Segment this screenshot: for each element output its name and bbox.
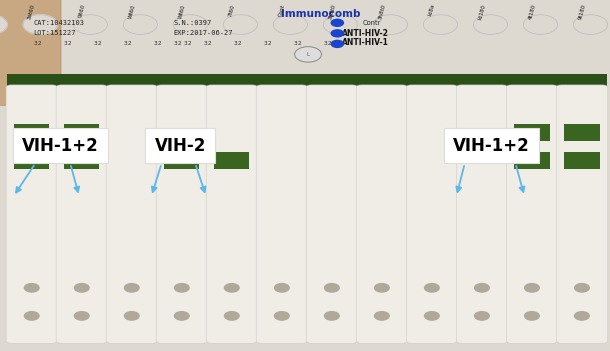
FancyBboxPatch shape <box>107 74 157 340</box>
Circle shape <box>331 40 343 47</box>
FancyBboxPatch shape <box>157 74 207 340</box>
Circle shape <box>575 284 589 292</box>
Circle shape <box>325 312 339 320</box>
FancyBboxPatch shape <box>307 74 357 340</box>
FancyBboxPatch shape <box>457 74 507 340</box>
Circle shape <box>124 312 139 320</box>
Circle shape <box>224 312 239 320</box>
Text: 4t180: 4t180 <box>528 4 536 20</box>
Text: 3h8t0: 3h8t0 <box>378 4 386 20</box>
Text: Wt60: Wt60 <box>178 4 186 19</box>
Circle shape <box>224 284 239 292</box>
Text: 3at60: 3at60 <box>27 4 36 20</box>
FancyBboxPatch shape <box>214 152 249 169</box>
Circle shape <box>173 15 207 34</box>
Text: Cont: Cont <box>278 4 286 17</box>
Text: 3h8t0: 3h8t0 <box>328 4 336 20</box>
FancyBboxPatch shape <box>64 124 99 141</box>
Circle shape <box>23 15 57 34</box>
Circle shape <box>295 47 321 62</box>
Text: LOT:151227: LOT:151227 <box>34 30 76 37</box>
FancyBboxPatch shape <box>444 128 539 163</box>
Circle shape <box>425 284 439 292</box>
Circle shape <box>425 312 439 320</box>
Circle shape <box>325 284 339 292</box>
Text: ANTI-HIV-2: ANTI-HIV-2 <box>342 29 389 38</box>
FancyBboxPatch shape <box>357 74 407 340</box>
Circle shape <box>575 312 589 320</box>
FancyBboxPatch shape <box>0 0 61 105</box>
FancyBboxPatch shape <box>64 152 99 169</box>
Circle shape <box>73 15 107 34</box>
FancyBboxPatch shape <box>407 74 457 340</box>
Text: VIH-2: VIH-2 <box>154 137 206 155</box>
Circle shape <box>331 30 343 37</box>
FancyBboxPatch shape <box>14 124 49 141</box>
Text: 32      32      32      32      32      32: 32 32 32 32 32 32 <box>34 41 191 46</box>
Circle shape <box>475 284 489 292</box>
Circle shape <box>331 19 343 26</box>
Circle shape <box>274 284 289 292</box>
Circle shape <box>473 15 508 34</box>
FancyBboxPatch shape <box>256 85 307 343</box>
Text: CAT:10432103: CAT:10432103 <box>34 20 85 26</box>
Text: Immunocomb: Immunocomb <box>281 9 360 19</box>
FancyBboxPatch shape <box>207 74 257 340</box>
Circle shape <box>74 312 89 320</box>
Circle shape <box>273 15 307 34</box>
FancyBboxPatch shape <box>356 85 407 343</box>
FancyBboxPatch shape <box>13 128 108 163</box>
Text: kt8a: kt8a <box>428 4 436 17</box>
Circle shape <box>24 284 39 292</box>
Circle shape <box>0 15 7 34</box>
FancyBboxPatch shape <box>506 85 558 343</box>
Circle shape <box>123 15 157 34</box>
FancyBboxPatch shape <box>556 85 608 343</box>
Text: L: L <box>307 52 309 57</box>
FancyBboxPatch shape <box>456 85 508 343</box>
Text: 0it60: 0it60 <box>77 4 86 19</box>
Circle shape <box>573 15 608 34</box>
Text: VIH-1+2: VIH-1+2 <box>23 137 99 155</box>
Text: ANTI-HIV-1: ANTI-HIV-1 <box>342 38 389 47</box>
Circle shape <box>174 312 189 320</box>
Circle shape <box>124 284 139 292</box>
Circle shape <box>24 312 39 320</box>
Circle shape <box>323 15 357 34</box>
Circle shape <box>523 15 558 34</box>
FancyBboxPatch shape <box>306 85 357 343</box>
Circle shape <box>223 15 257 34</box>
Text: VIH-1+2: VIH-1+2 <box>453 137 529 155</box>
FancyBboxPatch shape <box>14 152 49 169</box>
Circle shape <box>375 284 389 292</box>
FancyBboxPatch shape <box>406 85 458 343</box>
Text: kt180: kt180 <box>478 4 486 20</box>
Circle shape <box>274 312 289 320</box>
FancyBboxPatch shape <box>507 74 557 340</box>
Text: S.N.:0397: S.N.:0397 <box>174 20 212 26</box>
FancyBboxPatch shape <box>206 85 257 343</box>
Circle shape <box>174 284 189 292</box>
Circle shape <box>423 15 458 34</box>
FancyBboxPatch shape <box>557 74 607 340</box>
Text: Contr: Contr <box>363 20 381 26</box>
FancyBboxPatch shape <box>156 85 207 343</box>
FancyBboxPatch shape <box>56 85 107 343</box>
Circle shape <box>525 312 539 320</box>
Text: 7t60: 7t60 <box>228 4 236 17</box>
Circle shape <box>373 15 407 34</box>
Circle shape <box>475 312 489 320</box>
FancyBboxPatch shape <box>164 152 199 169</box>
Circle shape <box>74 284 89 292</box>
Circle shape <box>525 284 539 292</box>
FancyBboxPatch shape <box>514 152 550 169</box>
FancyBboxPatch shape <box>6 85 57 343</box>
Text: Wt60: Wt60 <box>127 4 136 19</box>
FancyBboxPatch shape <box>7 74 57 340</box>
FancyBboxPatch shape <box>514 124 550 141</box>
FancyBboxPatch shape <box>145 128 215 163</box>
FancyBboxPatch shape <box>564 152 600 169</box>
FancyBboxPatch shape <box>257 74 307 340</box>
Text: EXP:2017-06-27: EXP:2017-06-27 <box>174 30 234 37</box>
